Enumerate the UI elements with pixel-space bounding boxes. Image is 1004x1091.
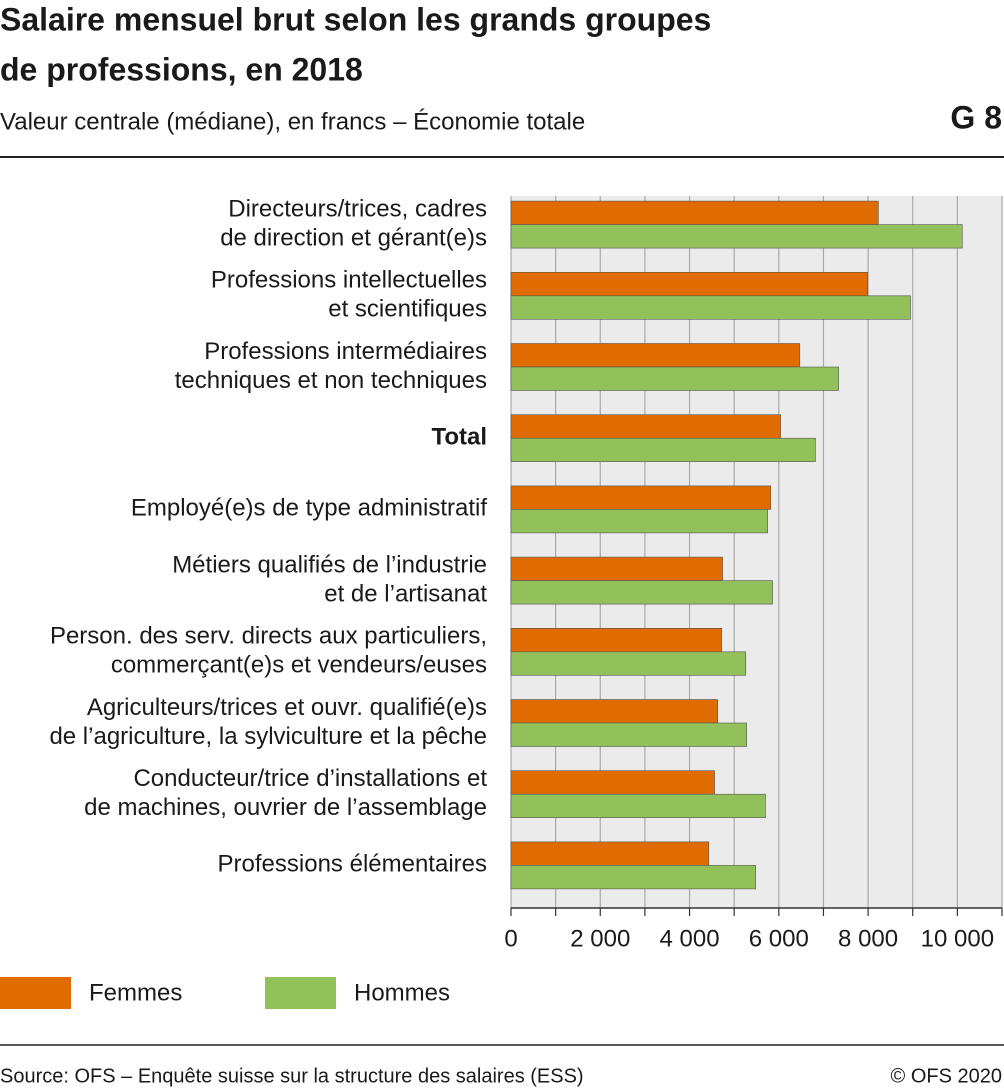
- category-label: Professions élémentaires: [218, 851, 487, 878]
- x-tick-label: 6 000: [749, 925, 809, 952]
- bar: [510, 366, 839, 391]
- category-label: commerçant(e)s et vendeurs/euses: [111, 652, 487, 679]
- bar: [510, 485, 772, 510]
- bar: [510, 841, 710, 866]
- category-label: Agriculteurs/trices et ouvr. qualifié(e)…: [87, 694, 487, 721]
- bar: [510, 865, 756, 890]
- bar: [510, 627, 722, 653]
- category-label: Total: [431, 424, 487, 451]
- bar: [510, 770, 715, 795]
- figure-label: G 8: [950, 99, 1002, 135]
- bar: [510, 793, 766, 819]
- bar: [510, 414, 781, 439]
- bar: [510, 343, 801, 368]
- bar: [510, 651, 747, 676]
- category-label: de l’agriculture, la sylviculture et la …: [49, 723, 487, 750]
- source: Source: OFS – Enquête suisse sur la stru…: [0, 1065, 584, 1087]
- category-label: techniques et non techniques: [175, 367, 487, 394]
- category-label: Person. des serv. directs aux particulie…: [50, 623, 487, 650]
- category-label: de machines, ouvrier de l’assemblage: [84, 794, 487, 821]
- bar: [510, 200, 879, 225]
- x-tick-label: 0: [504, 925, 517, 952]
- bar: [510, 699, 718, 724]
- category-label: Professions intermédiaires: [204, 338, 487, 365]
- x-tick-label: 10 000: [921, 925, 994, 952]
- bar: [510, 509, 768, 534]
- x-tick-label: 8 000: [838, 925, 898, 952]
- bar: [510, 556, 723, 581]
- legend-swatch: [265, 977, 336, 1009]
- bar: [510, 580, 773, 605]
- category-label: Conducteur/trice d’installations et: [133, 765, 487, 792]
- x-tick-label: 4 000: [660, 925, 720, 952]
- category-label: de direction et gérant(e)s: [220, 224, 487, 251]
- bar: [510, 722, 747, 747]
- chart-title: de professions, en 2018: [0, 51, 363, 87]
- category-label: Employé(e)s de type administratif: [131, 495, 487, 522]
- category-label: Métiers qualifiés de l’industrie: [172, 551, 487, 578]
- chart-subtitle: Valeur centrale (médiane), en francs – É…: [0, 108, 585, 135]
- category-label: et de l’artisanat: [324, 580, 487, 607]
- copyright: © OFS 2020: [891, 1065, 1002, 1087]
- category-label: et scientifiques: [328, 296, 487, 323]
- bar: [510, 271, 868, 297]
- category-label: Directeurs/trices, cadres: [228, 195, 487, 222]
- legend-swatch: [0, 977, 71, 1009]
- legend-label: Hommes: [354, 979, 450, 1006]
- x-tick-label: 2 000: [570, 925, 630, 952]
- category-label: Professions intellectuelles: [211, 267, 487, 294]
- chart-title: Salaire mensuel brut selon les grands gr…: [0, 1, 711, 37]
- bar: [510, 295, 911, 320]
- bar: [510, 224, 963, 249]
- bar: [510, 437, 816, 463]
- legend-label: Femmes: [89, 979, 182, 1006]
